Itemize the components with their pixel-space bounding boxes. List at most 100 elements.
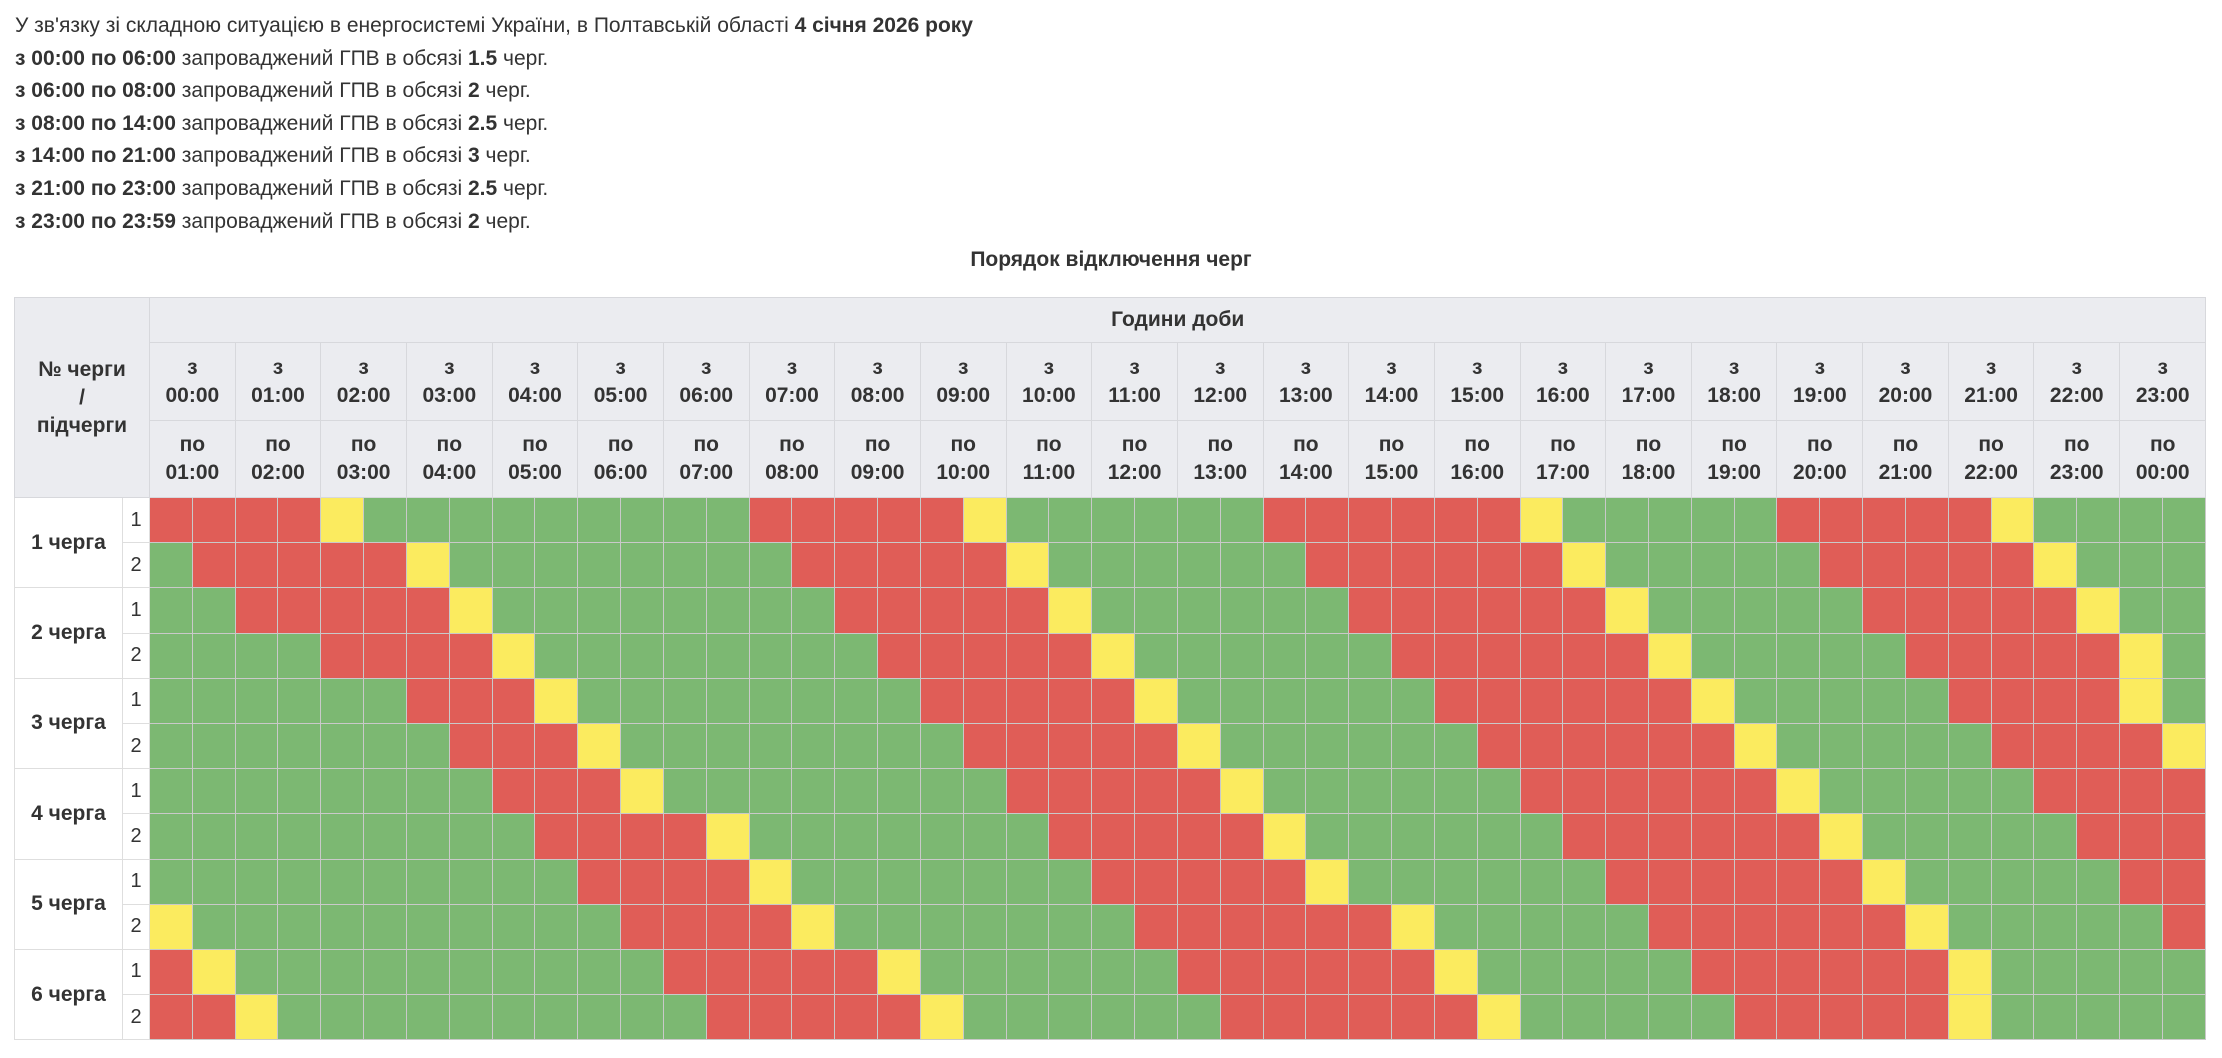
from-prefix: з bbox=[444, 355, 455, 379]
slot-cell-off bbox=[1348, 587, 1393, 634]
slot-cell-off bbox=[1776, 994, 1821, 1041]
slot-cell-off bbox=[2076, 632, 2121, 679]
slot-cell-off bbox=[1433, 496, 1478, 544]
slot-cell-off bbox=[448, 632, 493, 679]
slot-cell-on bbox=[1519, 813, 1564, 860]
slot-cell-on bbox=[2161, 632, 2207, 679]
to-hour: 12:00 bbox=[1107, 461, 1162, 484]
slot-cell-possible bbox=[1305, 858, 1350, 905]
subqueue-label: 1 bbox=[122, 948, 150, 996]
slot-cell-on bbox=[1262, 768, 1307, 815]
to-prefix: по bbox=[350, 433, 377, 456]
to-hour: 21:00 bbox=[1878, 461, 1933, 484]
slot-cell-off bbox=[1733, 768, 1778, 815]
to-hour: 22:00 bbox=[1964, 461, 2018, 484]
slot-cell-on bbox=[1091, 496, 1136, 544]
slot-cell-off bbox=[149, 496, 193, 544]
slot-cell-off bbox=[1305, 948, 1350, 996]
slot-cell-off bbox=[1519, 722, 1564, 770]
slot-cell-on bbox=[748, 587, 793, 634]
slot-cell-off bbox=[1476, 496, 1521, 544]
slot-cell-on bbox=[2033, 994, 2078, 1041]
slot-cell-on bbox=[1819, 768, 1864, 815]
slot-cell-off bbox=[1091, 722, 1136, 770]
queue-row: 2 bbox=[15, 542, 2207, 589]
slot-cell-on bbox=[149, 813, 193, 860]
slot-cell-on bbox=[1605, 994, 1649, 1041]
slot-cell-on bbox=[1391, 813, 1435, 860]
slot-cell-off bbox=[1391, 994, 1435, 1041]
slot-cell-on bbox=[1904, 677, 1949, 724]
slot-cell-on bbox=[1433, 768, 1478, 815]
queue-row: 2 bbox=[15, 903, 2207, 950]
slot-cell-on bbox=[620, 632, 664, 679]
queue-header-line: підчерги bbox=[36, 413, 128, 437]
slot-cell-on bbox=[791, 813, 836, 860]
hour-to-header: по 19:00 bbox=[1690, 420, 1778, 498]
slot-cell-on bbox=[1947, 858, 1992, 905]
slot-cell-on bbox=[1947, 722, 1992, 770]
slot-cell-off bbox=[877, 994, 921, 1041]
slot-cell-off bbox=[705, 858, 750, 905]
slot-cell-on bbox=[405, 994, 450, 1041]
hour-from-header: з 15:00 bbox=[1433, 342, 1521, 421]
slot-cell-off bbox=[277, 587, 322, 634]
slot-cell-on bbox=[1262, 677, 1307, 724]
period-amount: 2.5 bbox=[468, 111, 498, 135]
slot-cell-off bbox=[834, 587, 879, 634]
slot-cell-on bbox=[1862, 632, 1906, 679]
from-hour: 11:00 bbox=[1108, 383, 1161, 407]
slot-cell-off bbox=[1519, 587, 1564, 634]
slot-cell-on bbox=[363, 496, 407, 544]
slot-cell-off bbox=[1391, 632, 1435, 679]
slot-cell-on bbox=[2161, 587, 2207, 634]
slot-cell-on bbox=[1519, 903, 1564, 950]
to-prefix: по bbox=[779, 433, 805, 456]
slot-cell-on bbox=[1005, 813, 1050, 860]
slot-cell-possible bbox=[1776, 768, 1821, 815]
period-amount: 2 bbox=[468, 79, 480, 103]
slot-cell-on bbox=[834, 858, 879, 905]
slot-cell-off bbox=[1048, 722, 1093, 770]
slot-cell-off bbox=[2033, 677, 2078, 724]
slot-cell-on bbox=[191, 722, 236, 770]
intro-date: 4 січня 2026 року bbox=[794, 14, 973, 37]
from-prefix: з bbox=[187, 355, 198, 379]
to-prefix: по bbox=[864, 433, 891, 456]
slot-cell-on bbox=[363, 677, 407, 724]
slot-cell-on bbox=[662, 677, 707, 724]
slot-cell-off bbox=[320, 587, 365, 634]
slot-cell-off bbox=[2161, 903, 2207, 950]
slot-cell-on bbox=[748, 542, 793, 589]
slot-cell-on bbox=[149, 858, 193, 905]
slot-cell-off bbox=[962, 632, 1007, 679]
queue-row: 6 черга 1 bbox=[14, 948, 2207, 1041]
slot-cell-on bbox=[2076, 542, 2121, 589]
slot-cell-on bbox=[1519, 994, 1564, 1041]
slot-cell-off bbox=[1562, 813, 1607, 860]
slot-cell-possible bbox=[1733, 722, 1778, 770]
slot-cell-possible bbox=[1091, 632, 1136, 679]
slot-cell-on bbox=[620, 587, 664, 634]
slot-cell-off bbox=[191, 994, 236, 1041]
to-prefix: по bbox=[1036, 433, 1062, 456]
slot-cell-on bbox=[620, 948, 664, 996]
period-range: з 08:00 по 14:00 bbox=[15, 111, 176, 135]
slot-cell-off bbox=[2119, 768, 2163, 815]
queue-row: 2 bbox=[15, 813, 2207, 860]
slot-cell-on bbox=[1305, 587, 1350, 634]
slot-cell-off bbox=[962, 722, 1007, 770]
slot-cell-on bbox=[1305, 768, 1350, 815]
slot-cell-on bbox=[534, 496, 579, 544]
slot-cell-on bbox=[962, 903, 1007, 950]
slot-cell-off bbox=[1647, 903, 1692, 950]
slot-cell-on bbox=[277, 948, 322, 996]
slot-cell-off bbox=[1433, 994, 1478, 1041]
slot-cell-on bbox=[1134, 542, 1178, 589]
slot-cell-on bbox=[577, 587, 622, 634]
to-prefix: по bbox=[607, 433, 634, 456]
slot-cell-off bbox=[2119, 813, 2163, 860]
subqueue-label: 1 bbox=[122, 858, 150, 905]
to-hour: 16:00 bbox=[1450, 461, 1505, 484]
slot-cell-off bbox=[277, 542, 322, 589]
